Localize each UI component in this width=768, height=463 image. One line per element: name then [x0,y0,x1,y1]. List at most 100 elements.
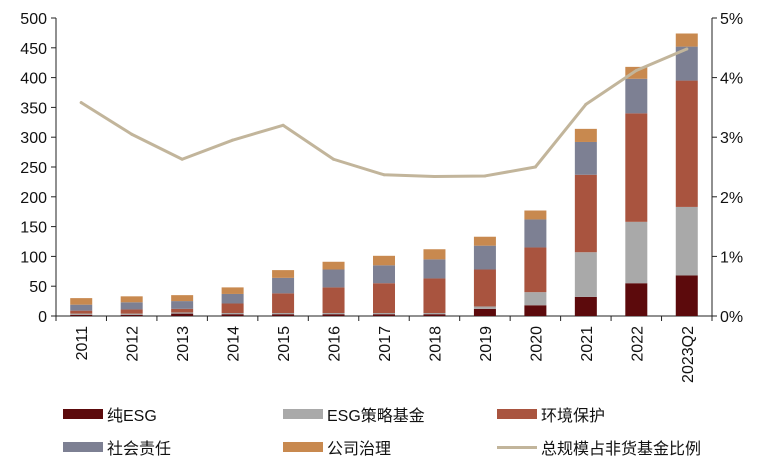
ratio-point [634,68,638,72]
bar-segment-1 [625,283,648,316]
bar-segment-3 [120,309,143,314]
bar-segment-4 [322,269,345,288]
legend-label-esg-strategy: ESG策略基金 [327,408,425,425]
bar-segment-1 [574,296,597,316]
y-right-tick-label: 5% [720,11,743,28]
legend-swatch-social [63,442,103,452]
bar-segment-3 [171,308,194,313]
bar-segment-2 [70,313,93,315]
legend-swatch-esg-strategy [283,409,323,419]
bar-segment-1 [675,275,698,316]
bar-segment-5 [171,295,194,302]
x-tick-label: 2020 [528,326,545,362]
ratio-point [685,47,689,51]
y-right-tick-label: 4% [720,71,743,88]
ratio-point [332,157,336,161]
legend-item-ratio: 总规模占非货基金比例 [497,436,701,458]
bar-segment-2 [272,313,295,315]
bar-segment-5 [625,66,648,79]
x-tick-label: 2018 [427,326,444,362]
bar-segment-3 [70,310,93,314]
y-left-tick-label: 450 [20,41,47,58]
legend: 纯ESG ESG策略基金 环境保护 社会责任 公司治理 总规模占非货基金比例 [0,400,768,463]
bar-segment-2 [625,221,648,284]
ratio-point [483,174,487,178]
y-right-tick-label: 1% [720,249,743,266]
y-left-tick-label: 50 [29,279,47,296]
chart: 0 50 100 150 200 250 300 350 400 450 500 0% 1% 2% 3% 4%… [20,11,743,383]
bar-segment-1 [70,314,93,316]
bar-segment-3 [574,174,597,253]
bar-segment-1 [423,314,446,316]
bar-segment-4 [272,277,295,294]
bar-segment-4 [524,219,547,248]
y-left-tick-label: 150 [20,220,47,237]
legend-swatch-pure-esg [63,409,103,419]
x-tick-label: 2019 [478,326,495,362]
bar-segment-5 [221,287,244,294]
bar-segment-5 [322,261,345,270]
bar-segment-2 [322,313,345,315]
legend-item-social: 社会责任 [63,436,171,458]
legend-label-social: 社会责任 [107,441,172,458]
bar-segment-4 [625,78,648,114]
ratio-point [231,138,235,142]
bar-segment-1 [524,305,547,316]
legend-swatch-environment [497,409,537,419]
bar-segment-1 [171,313,194,316]
bar-segment-2 [675,206,698,276]
x-tick-label: 2016 [327,326,344,362]
bar-segment-3 [625,113,648,222]
legend-item-environment: 环境保护 [497,403,605,425]
bar-segment-2 [120,313,143,315]
y-left-tick-label: 0 [38,309,47,326]
bar-segment-4 [574,141,597,175]
bar-segment-4 [423,259,446,279]
bar-segment-2 [423,313,446,315]
x-tick-label: 2013 [175,326,192,362]
bar-segment-1 [322,314,345,316]
bar-segment-5 [70,298,93,305]
bar-segment-3 [221,303,244,314]
legend-item-pure-esg: 纯ESG [63,403,157,425]
bar-segment-5 [423,249,446,260]
y-left-tick-label: 500 [20,11,47,28]
bar-segment-1 [473,308,496,316]
legend-label-pure-esg: 纯ESG [107,408,157,425]
x-tick-label: 2023Q2 [680,326,697,383]
x-tick-label: 2012 [125,326,142,362]
bar-segment-3 [373,283,395,314]
bar-segment-3 [423,278,446,314]
legend-item-esg-strategy: ESG策略基金 [283,403,425,425]
x-tick-label: 2015 [276,326,293,362]
y-right-tick-label: 3% [720,130,743,147]
bar-segment-5 [272,270,295,278]
bar-segment-2 [524,292,547,306]
bar-segment-5 [675,33,698,47]
ratio-point [281,123,285,127]
bar-segment-3 [272,293,295,314]
x-tick-label: 2017 [377,326,394,362]
ratio-point [533,165,537,169]
bar-segment-4 [675,46,698,81]
legend-swatch-governance [283,442,323,452]
legend-label-ratio: 总规模占非货基金比例 [541,441,702,458]
bar-segment-1 [373,314,395,316]
x-tick-label: 2014 [226,326,243,362]
ratio-point [584,102,588,106]
x-tick-label: 2021 [579,326,596,362]
y-left-tick-label: 300 [20,130,47,147]
legend-label-environment: 环境保护 [541,408,606,425]
x-tick-label: 2022 [629,326,646,362]
bar-segment-3 [524,247,547,293]
bar-segment-1 [120,314,143,316]
y-left-tick-label: 200 [20,190,47,207]
bar-segment-5 [373,255,395,266]
y-left-tick-label: 400 [20,71,47,88]
bar-segment-2 [171,312,194,314]
legend-item-governance: 公司治理 [283,436,391,458]
bar-segment-4 [221,293,244,304]
bar-segment-5 [524,210,547,220]
bar-segment-4 [171,301,194,309]
ratio-point [432,175,436,179]
